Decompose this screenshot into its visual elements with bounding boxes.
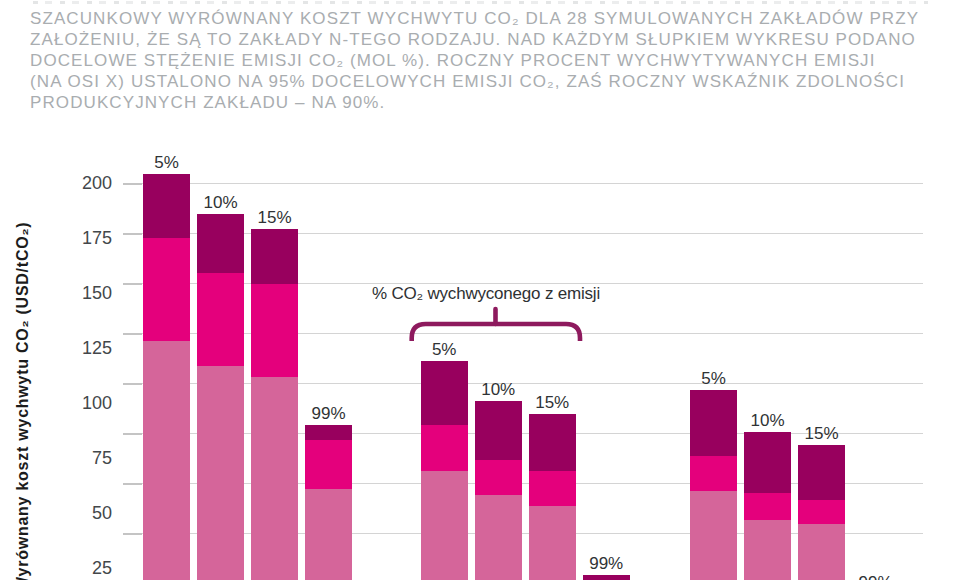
bar-segment-top [744,432,791,494]
caption-line: DOCELOWE STĘŻENIE EMISJI CO₂ (MOL %). RO… [30,50,966,71]
annotation-brace [405,300,590,346]
bar-segment-bottom [197,366,244,580]
y-tick-label: 200 [42,174,112,192]
bar-segment-bottom [690,491,737,580]
bar-segment-middle [529,471,576,506]
caption-line: ZAŁOŻENIU, ŻE SĄ TO ZAKŁADY N-TEGO RODZA… [30,29,966,50]
bar-segment-top [305,425,352,440]
bar-value-label: 5% [679,370,749,388]
caption-line: (NA OSI X) USTALONO NA 95% DOCELOWYCH EM… [30,71,966,92]
y-axis-title: Wyrównany koszt wychwytu CO₂ (USD/tCO₂) [14,222,32,580]
bar-segment-middle [744,493,791,519]
bar-segment-bottom [421,471,468,580]
bar-segment-bottom [475,495,522,580]
y-tick-label: 50 [42,504,112,522]
bar-segment-middle [798,500,845,524]
bar-segment-bottom [143,341,190,580]
bar-value-label: 15% [240,209,310,227]
y-tick-label: 125 [42,339,112,357]
y-axis-tick [123,233,142,235]
bar-segment-top [251,229,298,284]
bar-segment-bottom [798,524,845,580]
y-tick-label: 100 [42,394,112,412]
bar-segment-top [197,214,244,273]
gridline [123,183,923,184]
y-axis-tick [123,333,142,335]
bar-segment-middle [251,284,298,376]
y-tick-label: 25 [42,559,112,577]
bar-segment-middle [143,238,190,341]
bar-segment-middle [690,456,737,491]
bar-segment-top [421,361,468,425]
bar-segment-top [475,401,522,460]
bar-value-label: 15% [787,425,857,443]
bar-segment-bottom [251,377,298,580]
bar-segment-bottom [305,489,352,580]
y-axis-tick [123,183,142,185]
bar-value-label: 99% [294,405,364,423]
bar-segment-top [143,174,190,238]
cropped-text-remnant [33,1,928,4]
bar-segment-middle [305,440,352,488]
figure-co2-capture-cost-chart: SZACUNKOWY WYRÓWNANY KOSZT WYCHWYTU CO₂ … [0,0,966,580]
bar-segment-bottom [529,506,576,580]
y-tick-label: 150 [42,284,112,302]
bar-value-label: 99% [841,574,911,580]
y-tick-label: 75 [42,449,112,467]
bar-segment-top [798,445,845,500]
y-axis-tick [123,433,142,435]
bar-segment-middle [475,460,522,495]
y-tick-label: 175 [42,229,112,247]
caption-line: PRODUKCYJNYCH ZAKŁADU – NA 90%. [30,92,966,113]
y-axis-tick [123,383,142,385]
caption-line: SZACUNKOWY WYRÓWNANY KOSZT WYCHWYTU CO₂ … [30,8,966,29]
bar-segment-top [583,575,630,580]
bar-value-label: 99% [571,555,641,573]
bar-segment-top [529,414,576,471]
y-axis-tick [123,533,142,535]
bar-segment-middle [421,425,468,471]
bar-segment-middle [197,273,244,365]
figure-caption: SZACUNKOWY WYRÓWNANY KOSZT WYCHWYTU CO₂ … [30,8,966,113]
y-axis-tick [123,283,142,285]
y-axis-tick [123,483,142,485]
bar-value-label: 5% [132,154,202,172]
bar-segment-top [690,390,737,456]
bar-segment-bottom [744,520,791,580]
bar-value-label: 15% [517,394,587,412]
